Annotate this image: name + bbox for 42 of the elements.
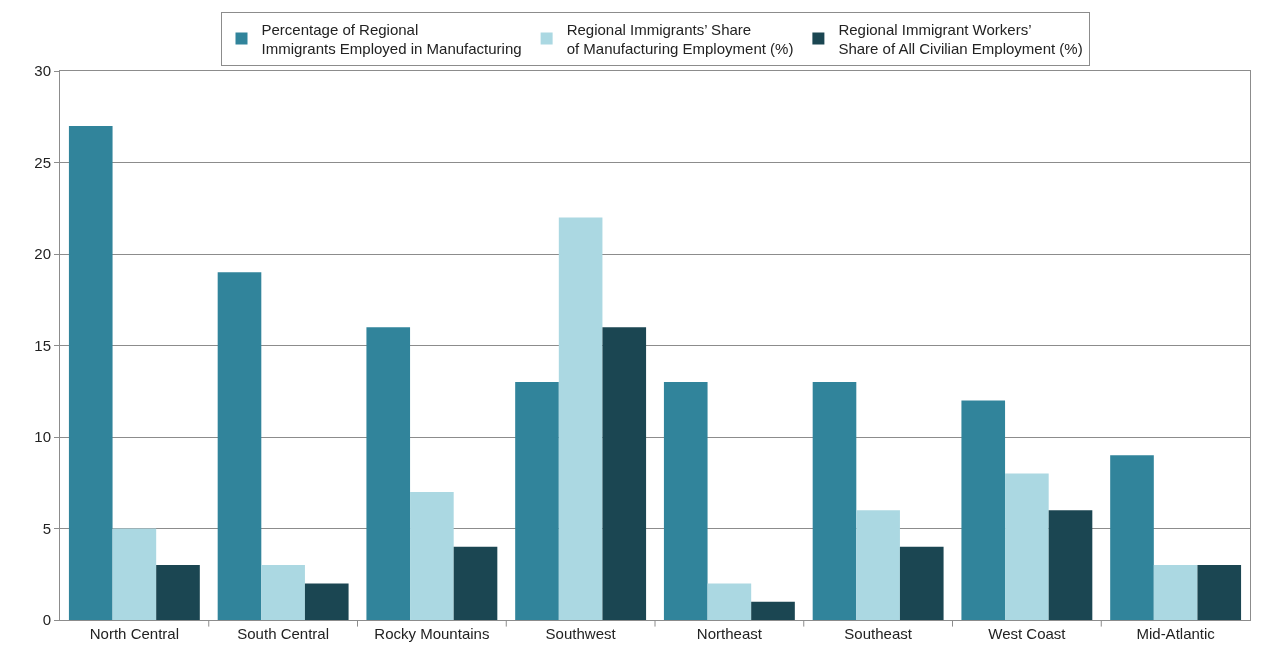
bar [156,565,200,620]
bar [961,400,1006,620]
legend-label: Regional Immigrants’ Share of Manufacturing Employment (%) [566,20,794,58]
legend-label: Percentage of Regional Immigrants Employed in Manufacturing [261,20,522,58]
x-tick-label: West Coast [988,625,1067,642]
bar [707,583,752,620]
y-tick-label: 30 [34,62,51,80]
bar [899,546,944,620]
bar [453,546,498,620]
y-tick-label: 5 [42,519,51,537]
bar [1197,565,1242,620]
bar [812,382,857,620]
bar [410,491,454,620]
y-tick-label: 25 [34,153,51,171]
bar [558,217,603,620]
bar [304,583,349,620]
bar [366,327,411,620]
bar [68,125,113,620]
bar [112,528,157,620]
x-tick-label: Mid-Atlantic [1136,625,1216,642]
y-tick-label: 15 [34,336,51,354]
bar [856,510,900,620]
legend-label: Regional Immigrant Workers’ Share of All Civilian Employment (%) [838,20,1083,58]
y-tick-label: 10 [34,428,51,446]
bar [515,382,559,620]
x-tick-label: Northeast [696,625,763,642]
bar [1110,455,1154,620]
bar [602,327,647,620]
bar [1153,565,1198,620]
bar [217,272,262,620]
bar [261,565,305,620]
x-tick-label: Southeast [844,625,913,642]
bar [1005,473,1049,620]
bar [751,601,795,620]
y-tick-label: 20 [34,245,51,263]
x-tick-label: Southwest [545,625,617,642]
x-tick-label: Rocky Mountains [374,625,490,642]
bar [663,382,708,620]
x-tick-label: North Central [89,625,179,642]
bar [1048,510,1093,620]
x-tick-label: South Central [237,625,329,642]
y-tick-label: 0 [42,611,51,629]
